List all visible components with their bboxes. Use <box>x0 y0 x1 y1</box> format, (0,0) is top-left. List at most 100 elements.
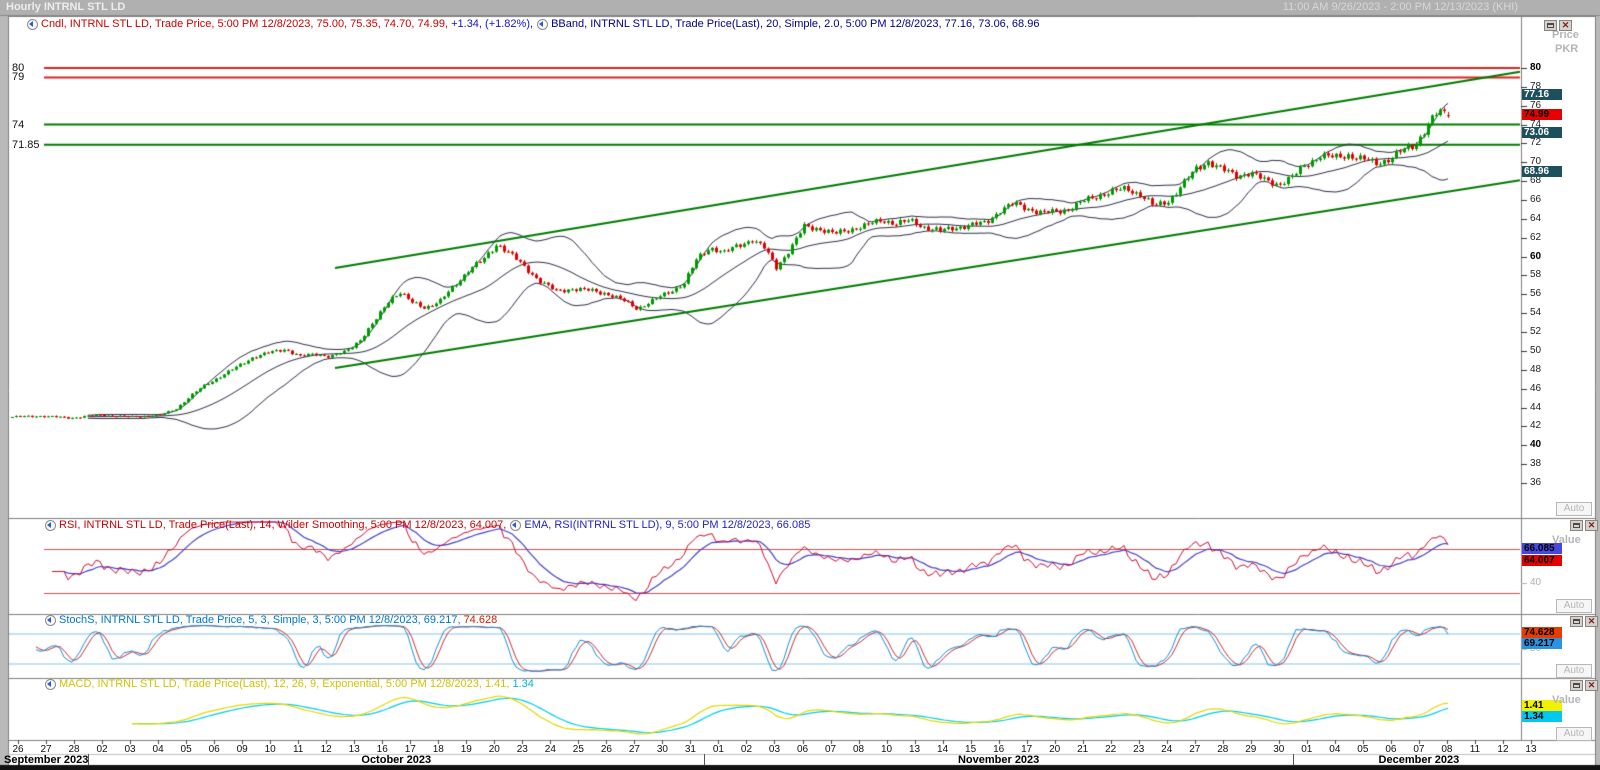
date-tick: 01 <box>712 744 724 755</box>
date-tick: 02 <box>740 744 753 755</box>
date-tick: 05 <box>180 744 192 755</box>
price-tick: 72 <box>1530 137 1542 149</box>
rsi-value-label: Value <box>1552 534 1581 546</box>
legend-text: 1.34 <box>512 678 534 690</box>
restore-icon[interactable] <box>1570 680 1583 691</box>
legend-text: BBand, INTRNL STL LD, Trade Price(Last),… <box>551 18 1040 30</box>
date-tick: 28 <box>68 744 80 755</box>
legend-text: StochS, INTRNL STL LD, Trade Price, 5, 3… <box>59 614 464 626</box>
month-label: November 2023 <box>957 754 1040 766</box>
macd-badge: 1.41 <box>1522 700 1562 711</box>
indicator-collapse-icon[interactable] <box>45 615 56 626</box>
price-tick: 70 <box>1530 156 1542 168</box>
date-tick: 22 <box>1105 744 1117 755</box>
price-tick: 36 <box>1530 476 1542 488</box>
date-tick: 13 <box>909 744 921 755</box>
auto-scale-button[interactable]: Auto <box>1556 502 1592 516</box>
price-tick: 38 <box>1530 458 1542 470</box>
date-tick: 24 <box>544 744 556 755</box>
date-tick: 07 <box>1413 744 1425 755</box>
restore-icon[interactable] <box>1570 520 1583 531</box>
window-date-range: 11:00 AM 9/26/2023 - 2:00 PM 12/13/2023 … <box>1282 1 1518 13</box>
month-separator <box>704 754 706 765</box>
date-tick: 11 <box>1469 744 1481 755</box>
close-icon[interactable]: ✕ <box>1559 20 1572 31</box>
close-icon[interactable]: ✕ <box>1585 616 1598 627</box>
price-tick: 78 <box>1530 80 1542 92</box>
macd-pane-legend: MACD, INTRNL STL LD, Trade Price(Last), … <box>44 678 534 690</box>
date-tick: 07 <box>824 744 837 755</box>
date-tick: 12 <box>1497 744 1509 755</box>
indicator-collapse-icon[interactable] <box>27 19 38 30</box>
price-badge: 73.06 <box>1522 127 1562 138</box>
date-tick: 16 <box>376 744 388 755</box>
month-label: October 2023 <box>361 754 432 766</box>
month-label: September 2023 <box>4 754 89 766</box>
price-tick: 40 <box>1530 439 1542 451</box>
date-tick: 17 <box>1021 744 1033 755</box>
date-tick: 03 <box>124 744 136 755</box>
date-tick: 09 <box>236 744 248 755</box>
date-tick: 06 <box>796 744 809 755</box>
date-tick: 19 <box>460 744 472 755</box>
rsi-pane-legend: RSI, INTRNL STL LD, Trade Price(Last), 1… <box>44 519 810 531</box>
date-tick: 30 <box>656 744 668 755</box>
date-tick: 01 <box>1301 744 1313 755</box>
date-tick: 29 <box>1245 744 1257 755</box>
legend-text: EMA, RSI(INTRNL STL LD), 9, 5:00 PM 12/8… <box>524 519 811 531</box>
price-tick: 68 <box>1530 175 1542 187</box>
legend-text: MACD, INTRNL STL LD, Trade Price(Last), … <box>59 678 513 690</box>
month-separator <box>88 754 90 765</box>
date-tick: 20 <box>1049 744 1061 755</box>
window-title: Hourly INTRNL STL LD <box>6 1 126 13</box>
price-tick: 50 <box>1530 344 1542 356</box>
date-tick: 04 <box>152 744 164 755</box>
price-axis-title: Price <box>1552 29 1579 41</box>
indicator-collapse-icon[interactable] <box>537 19 549 30</box>
date-tick: 11 <box>292 744 304 755</box>
auto-scale-button[interactable]: Auto <box>1556 664 1592 678</box>
date-tick: 31 <box>684 744 696 755</box>
date-tick: 21 <box>1077 744 1089 755</box>
date-tick: 08 <box>1441 744 1453 755</box>
macd-value-label: Value <box>1552 694 1581 706</box>
date-tick: 12 <box>320 744 332 755</box>
date-tick: 27 <box>1189 744 1201 755</box>
legend-text: RSI, INTRNL STL LD, Trade Price(Last), 1… <box>59 519 510 531</box>
price-tick: 60 <box>1530 250 1542 262</box>
restore-icon[interactable] <box>1544 20 1557 31</box>
auto-scale-button[interactable]: Auto <box>1556 727 1592 741</box>
date-tick: 26 <box>12 744 24 755</box>
close-icon[interactable]: ✕ <box>1585 520 1598 531</box>
hline-label: 71.85 <box>12 138 40 151</box>
legend-text: +1.34, (+1.82%), <box>451 18 537 30</box>
price-tick: 62 <box>1530 231 1542 243</box>
date-tick: 17 <box>404 744 416 755</box>
indicator-collapse-icon[interactable] <box>45 520 56 531</box>
date-tick: 25 <box>572 744 584 755</box>
price-tick: 48 <box>1530 363 1542 375</box>
auto-scale-button[interactable]: Auto <box>1556 599 1592 613</box>
date-tick: 23 <box>516 744 528 755</box>
hline-label: 74 <box>12 118 25 131</box>
date-tick: 18 <box>432 744 444 755</box>
price-tick: 74 <box>1530 118 1542 130</box>
date-tick: 08 <box>852 744 865 755</box>
indicator-collapse-icon[interactable] <box>45 679 56 690</box>
date-tick: 16 <box>993 744 1005 755</box>
close-icon[interactable]: ✕ <box>1585 680 1598 691</box>
date-tick: 06 <box>208 744 220 755</box>
restore-icon[interactable] <box>1570 616 1583 627</box>
month-separator <box>1292 754 1294 765</box>
date-tick: 10 <box>264 744 276 755</box>
price-axis-currency: PKR <box>1555 43 1579 55</box>
price-tick: 54 <box>1530 307 1542 319</box>
indicator-collapse-icon[interactable] <box>510 520 522 531</box>
stoch-badge: 69.217 <box>1522 638 1562 649</box>
price-tick: 56 <box>1530 288 1542 300</box>
price-badge: 77.16 <box>1522 89 1562 100</box>
price-tick: 58 <box>1530 269 1542 281</box>
hline-label: 79 <box>12 71 25 84</box>
